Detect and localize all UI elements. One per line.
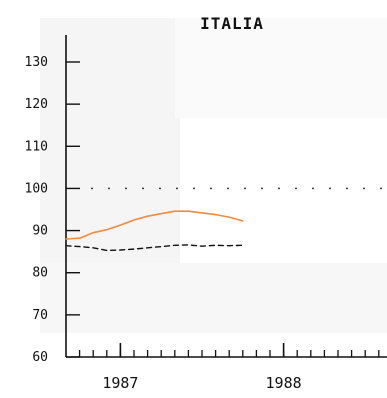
reference-dot [210,187,212,190]
x-axis: 1987 1988 [66,343,387,392]
reference-dot [312,187,314,190]
reference-dot [159,187,161,190]
y-tick-label: 80 [32,266,48,281]
reference-dot [363,187,365,190]
series-layer [65,210,244,252]
reference-dot [278,187,280,190]
y-axis: 60 70 80 90 100 110 120 130 [25,35,80,365]
y-tick-label: 60 [32,350,48,365]
reference-dot [193,187,195,190]
reference-line [91,187,382,190]
reference-dot [125,187,127,190]
series-line-2 [65,244,244,252]
reference-dot [261,187,263,190]
reference-dot [295,187,297,190]
reference-dot [329,187,331,190]
reference-dot [346,187,348,190]
chart-title: ITALIA [200,14,264,33]
reference-dot [108,187,110,190]
reference-dot [142,187,144,190]
reference-dot [244,187,246,190]
reference-dot [380,187,382,190]
y-tick-label: 130 [25,55,48,70]
reference-dot [176,187,178,190]
series-line-1 [65,210,244,240]
reference-dot [91,187,93,190]
y-tick-label: 70 [32,308,48,323]
reference-dot [227,187,229,190]
y-tick-label: 90 [32,224,48,239]
y-tick-label: 100 [25,181,48,196]
x-tick-label: 1987 [102,374,138,392]
chart-bands [40,18,387,333]
y-tick-label: 120 [25,97,48,112]
y-tick-label: 110 [25,139,48,154]
x-tick-label: 1988 [266,374,302,392]
